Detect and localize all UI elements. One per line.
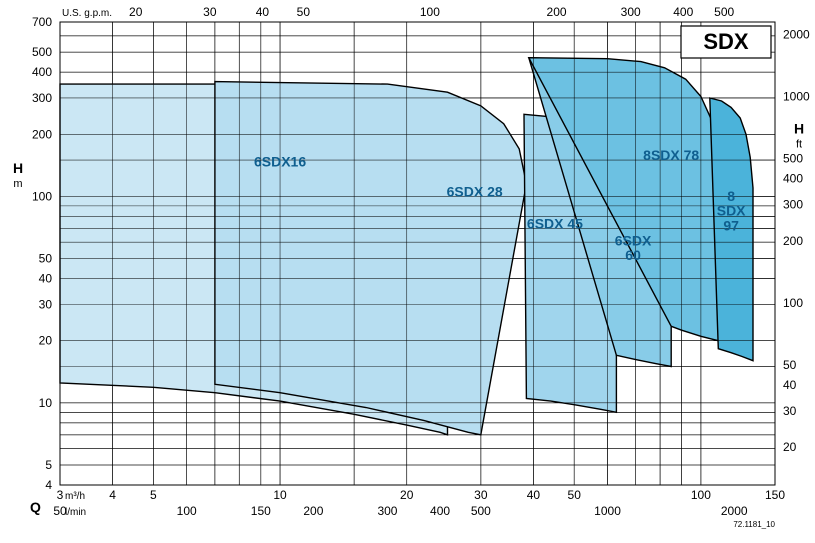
xtop-tick-label: 50 [297,5,311,19]
x-tick-label: 5 [150,488,157,502]
region-label-6SDX28: 6SDX 28 [447,183,503,199]
region-label-8SDX78: 8SDX 78 [643,147,699,163]
x-tick-label: 4 [109,488,116,502]
yr-tick-label: 400 [783,172,803,186]
y-tick-label: 5 [45,458,52,472]
y-tick-label: 400 [32,65,52,79]
yr-tick-label: 50 [783,358,797,372]
x2-tick-label: 1000 [594,504,621,518]
xtop-tick-label: 500 [714,5,734,19]
x-tick-label: 30 [474,488,488,502]
yr-axis-unit: ft [796,139,802,151]
x2-tick-label: 400 [430,504,450,518]
region-label-6SDX60: 6SDX [615,232,652,248]
x-tick-label: 10 [273,488,287,502]
yr-tick-label: 1000 [783,89,810,103]
x2-tick-label: 2000 [721,504,748,518]
region-label-8SDX97: SDX [717,203,746,219]
y-tick-label: 50 [39,252,53,266]
y-tick-label: 300 [32,91,52,105]
y-tick-label: 10 [39,396,53,410]
yr-axis-label: H [794,121,804,137]
yr-tick-label: 20 [783,440,797,454]
xtop-tick-label: 200 [547,5,567,19]
y-tick-label: 4 [45,478,52,492]
xtop-tick-label: 40 [256,5,270,19]
yr-tick-label: 200 [783,234,803,248]
yr-tick-label: 500 [783,152,803,166]
xtop-tick-label: 30 [203,5,217,19]
yr-tick-label: 30 [783,404,797,418]
region-label-6SDX45: 6SDX 45 [527,215,583,231]
chart-svg: 6SDX166SDX 286SDX 456SDX608SDX 788SDX974… [0,0,815,543]
yr-tick-label: 2000 [783,27,810,41]
x-tick-label: 40 [527,488,541,502]
x2-tick-label: 300 [377,504,397,518]
x2-tick-label: 100 [177,504,197,518]
region-label-6SDX60: 60 [625,247,641,263]
y-tick-label: 700 [32,15,52,29]
x-tick-label: 150 [765,488,785,502]
x-tick-label: 3 [57,488,64,502]
xtop-tick-label: 100 [420,5,440,19]
pump-curve-chart: 6SDX166SDX 286SDX 456SDX608SDX 788SDX974… [0,0,815,543]
x-tick-label: 20 [400,488,414,502]
region-label-8SDX97: 8 [727,188,735,204]
footnote: 72.1181_10 [733,520,775,529]
x2-tick-label: 200 [303,504,323,518]
yr-tick-label: 300 [783,198,803,212]
region-label-8SDX97: 97 [723,217,739,233]
x-axis-label: Q [30,499,41,515]
y-tick-label: 40 [39,272,53,286]
yr-tick-label: 100 [783,296,803,310]
chart-title: SDX [703,29,749,54]
x-tick-label: 50 [568,488,582,502]
x-tick-label: 100 [691,488,711,502]
yr-tick-label: 40 [783,378,797,392]
y-tick-label: 200 [32,127,52,141]
x2-axis-unit: l/min [65,507,86,518]
xtop-tick-label: 300 [621,5,641,19]
y-tick-label: 500 [32,45,52,59]
y-tick-label: 20 [39,334,53,348]
y-tick-label: 30 [39,297,53,311]
xtop-axis-unit: U.S. g.p.m. [62,8,112,19]
y-axis-label: H [13,160,23,176]
y-axis-unit: m [13,178,22,190]
xtop-tick-label: 20 [129,5,143,19]
x2-tick-label: 150 [251,504,271,518]
y-tick-label: 100 [32,189,52,203]
region-label-6SDX16: 6SDX16 [254,153,306,169]
xtop-tick-label: 400 [673,5,693,19]
x2-tick-label: 500 [471,504,491,518]
x-axis-unit: m³/h [65,491,85,502]
